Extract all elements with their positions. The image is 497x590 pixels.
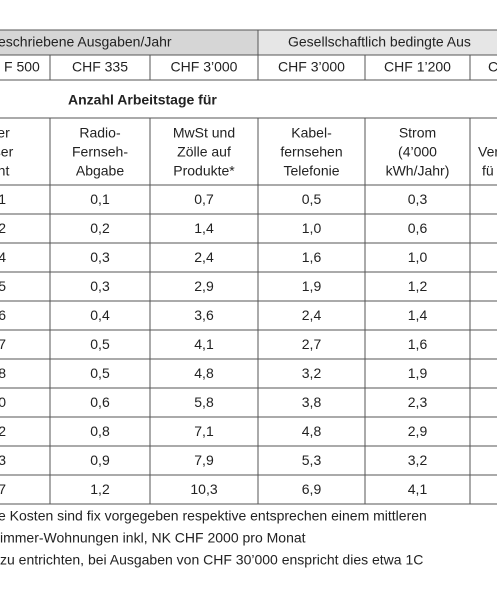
cell: 1,4 [408, 307, 428, 323]
cell: 1,0 [302, 220, 322, 236]
cell: 1,6 [302, 249, 322, 265]
cell: 2,3 [408, 394, 428, 410]
column-header: kWh/Jahr) [386, 163, 450, 179]
cell: 5,8 [194, 394, 214, 410]
cell: 0,5 [302, 191, 322, 207]
column-header: (4’000 [398, 144, 437, 160]
column-header: Ver [478, 144, 497, 160]
cell: 2,4 [194, 249, 214, 265]
cell: 0,4 [90, 307, 110, 323]
cell: 0,8 [90, 423, 110, 439]
cell: 1,2 [408, 278, 428, 294]
cell: 2 [0, 423, 6, 439]
subheading: Anzahl Arbeitstage für [68, 92, 217, 108]
cell: 0,3 [90, 249, 110, 265]
cell: 0,7 [194, 191, 214, 207]
cell: 2 [0, 220, 6, 236]
cell: 7 [0, 481, 6, 497]
group-header-bg [258, 30, 497, 55]
cell: 3 [0, 452, 6, 468]
amount: C [488, 59, 497, 75]
column-header: fü [482, 163, 494, 179]
amount: CHF 3’000 [171, 59, 238, 75]
amount: CHF 335 [72, 59, 128, 75]
cell: 1 [0, 191, 6, 207]
column-header: MwSt und [173, 125, 235, 141]
column-header: fernsehen [280, 144, 342, 160]
cell: 3,8 [302, 394, 322, 410]
column-header: Zölle auf [177, 144, 231, 160]
cell: 5,3 [302, 452, 322, 468]
cell: 2,4 [302, 307, 322, 323]
cell: 7,9 [194, 452, 214, 468]
cell: 3,6 [194, 307, 214, 323]
group-label: eschriebene Ausgaben/Jahr [0, 34, 172, 50]
cell: 1,4 [194, 220, 214, 236]
cell: 6,9 [302, 481, 322, 497]
cell: 4 [0, 249, 6, 265]
footnote: immer-Wohnungen inkl, NK CHF 2000 pro Mo… [0, 530, 306, 546]
column-header: Telefonie [283, 163, 339, 179]
footnote: zu entrichten, bei Ausgaben von CHF 30’0… [0, 552, 423, 568]
group-header-bg [0, 30, 258, 55]
cell: 4,8 [194, 365, 214, 381]
cell: 0,6 [90, 394, 110, 410]
cell: 0,1 [90, 191, 110, 207]
cell: 4,8 [302, 423, 322, 439]
footnote: e Kosten sind fix vorgegeben respektive … [0, 508, 427, 524]
cell: 1,2 [90, 481, 110, 497]
cell: 0,2 [90, 220, 110, 236]
cell: 4,1 [194, 336, 214, 352]
cell: 3,2 [302, 365, 322, 381]
cell: 7 [0, 336, 6, 352]
cell: 2,7 [302, 336, 322, 352]
cell: 6 [0, 307, 6, 323]
cell: 4,1 [408, 481, 428, 497]
cell: 0,5 [90, 365, 110, 381]
cell: 10,3 [190, 481, 217, 497]
cell: 5 [0, 278, 6, 294]
cell: 1,9 [408, 365, 428, 381]
amount: F 500 [4, 59, 40, 75]
cell: 1,0 [408, 249, 428, 265]
column-header: Produkte* [173, 163, 235, 179]
cell: 0 [0, 394, 6, 410]
column-header: sser [0, 144, 14, 160]
cell: 0,3 [90, 278, 110, 294]
column-header: cht [0, 163, 9, 179]
group-label: Gesellschaftlich bedingte Aus [288, 34, 471, 50]
cell: 0,9 [90, 452, 110, 468]
cell: 1,9 [302, 278, 322, 294]
cell: 2,9 [194, 278, 214, 294]
column-header: Fernseh- [72, 144, 128, 160]
column-header: ser [0, 125, 10, 141]
column-header: Strom [399, 125, 436, 141]
column-header: Radio- [79, 125, 121, 141]
cell: 7,1 [194, 423, 214, 439]
cell: 2,9 [408, 423, 428, 439]
column-header: Kabel- [291, 125, 332, 141]
amount: CHF 3’000 [278, 59, 345, 75]
cell: 0,5 [90, 336, 110, 352]
cell: 1,6 [408, 336, 428, 352]
cell: 8 [0, 365, 6, 381]
cell: 0,3 [408, 191, 428, 207]
amount: CHF 1’200 [384, 59, 451, 75]
cell: 3,2 [408, 452, 428, 468]
cell: 0,6 [408, 220, 428, 236]
column-header: Abgabe [76, 163, 124, 179]
